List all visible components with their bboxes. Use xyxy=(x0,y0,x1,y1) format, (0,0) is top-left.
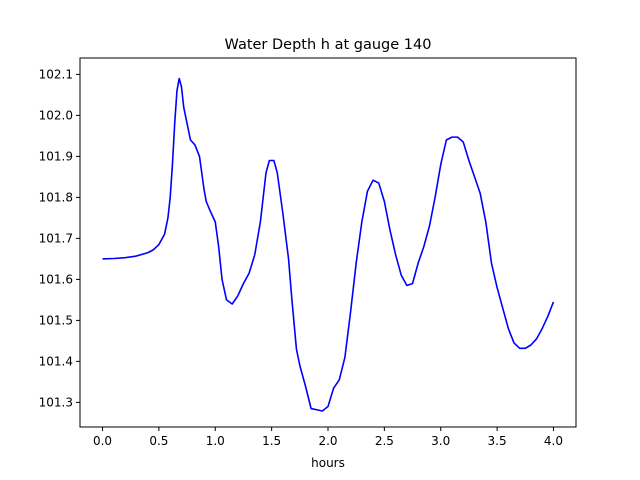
plot-frame xyxy=(79,57,577,428)
y-tick-label: 101.8 xyxy=(39,190,73,204)
y-tick-label: 101.7 xyxy=(39,231,73,245)
chart-title: Water Depth h at gauge 140 xyxy=(225,37,432,53)
y-tick-label: 101.9 xyxy=(39,149,73,163)
y-tick-label: 101.5 xyxy=(39,313,73,327)
y-tick-label: 102.1 xyxy=(39,67,73,81)
series-line-0 xyxy=(102,77,555,412)
y-tick-label: 101.3 xyxy=(39,395,73,409)
x-tick-label: 3.5 xyxy=(488,434,507,448)
x-tick-label: 0.5 xyxy=(149,434,168,448)
x-tick-label: 0.0 xyxy=(93,434,112,448)
y-tick-label: 102.0 xyxy=(39,108,73,122)
x-tick-label: 4.0 xyxy=(544,434,563,448)
plot-area xyxy=(102,77,555,412)
x-tick-label: 1.5 xyxy=(262,434,281,448)
x-tick-label: 2.0 xyxy=(318,434,337,448)
x-tick-label: 1.0 xyxy=(206,434,225,448)
x-axis-label: hours xyxy=(311,456,345,470)
x-axis: 0.0 0.5 1.0 1.5 2.0 2.5 3.0 3.5 4.0 xyxy=(93,427,563,448)
x-tick-label: 2.5 xyxy=(375,434,394,448)
x-tick-label: 3.0 xyxy=(431,434,450,448)
y-tick-label: 101.4 xyxy=(39,354,73,368)
y-axis: 101.3 101.4 101.5 101.6 101.7 101.8 101.9 102.0… xyxy=(39,67,80,409)
y-tick-label: 101.6 xyxy=(39,272,73,286)
